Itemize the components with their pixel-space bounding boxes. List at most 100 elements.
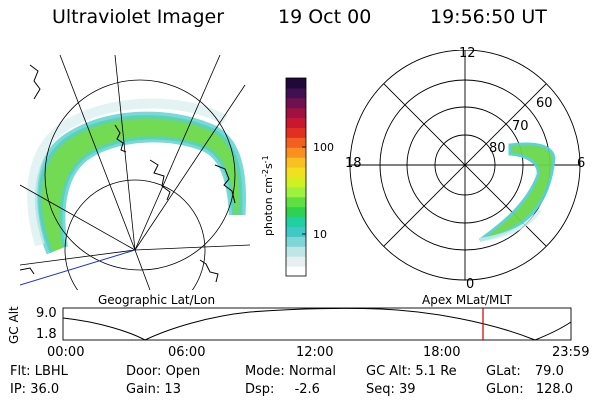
status-key: Seq: [366,382,395,397]
meridian-line [134,55,221,251]
polar-lat-80: 80 [489,141,506,156]
status-gain: Gain: 13 [126,383,181,397]
polar-auroral-oval [479,142,556,242]
colorbar-label: photon cm-2s-1 [262,155,275,236]
status-value: Open [165,364,201,379]
terminator-line [20,249,136,286]
meridian-line [20,184,136,251]
time-label: 19:56:50 UT [430,6,547,28]
status-mode: Mode: Normal [245,365,336,379]
coastline [29,64,41,100]
coastline [199,259,219,283]
polar-label-12: 12 [459,46,476,61]
auroral-oval-band [38,115,243,253]
coastline [114,124,127,153]
status-dsp: Dsp: -2.6 [245,383,320,397]
status-flt: Flt: LBHL [10,365,68,379]
polar-lat-60: 60 [536,96,553,111]
status-key: GLat: [486,364,521,379]
colorbar-swatch [286,186,306,198]
status-key: Gain: [126,382,161,397]
geographic-map [20,55,250,290]
colorbar-swatch [286,78,306,89]
orbit-xtick: 06:00 [168,345,206,360]
status-key: Flt: [10,364,31,379]
colorbar-swatch [286,97,306,109]
status-value: 13 [164,382,181,397]
status-door: Door: Open [126,365,200,379]
colorbar-swatch [286,137,306,148]
orbit-ytick-max: 9.0 [36,306,57,321]
colorbar-swatch [286,256,306,267]
status-key: IP: [10,382,27,397]
coastline [149,159,171,201]
date-label: 19 Oct 00 [278,6,372,28]
geo-panel-caption: Geographic Lat/Lon [98,293,216,307]
colorbar-swatch [286,157,306,168]
coastline [214,164,236,204]
status-value: 39 [399,382,416,397]
colorbar-swatch [286,266,306,277]
title-bar: Ultraviolet Imager 19 Oct 00 19:56:50 UT [0,6,600,30]
status-value: -2.6 [294,382,320,397]
status-key: Mode: [245,364,285,379]
polar-label-18: 18 [345,156,362,171]
colorbar-swatch [286,246,306,257]
polar-lat-70: 70 [512,119,529,134]
status-key: Dsp: [245,382,275,397]
colorbar-ticks [302,146,306,235]
colorbar-tick-10: 10 [313,228,327,241]
meridian-line [134,249,151,290]
status-glon: GLon: 128.0 [486,383,573,397]
coastline [20,267,35,275]
colorbar-swatch [286,87,306,99]
meridian-line [134,84,246,251]
colorbar: photon cm-2s-1 [262,77,307,277]
colorbar-swatch [286,167,306,178]
meridian-line [20,249,136,266]
polar-mlt-plot [349,50,581,281]
meridian-line [59,55,136,251]
colorbar-swatch [286,226,306,237]
orbit-plot-frame [62,307,572,341]
orbit-altitude-plot: GC Alt [7,306,572,344]
meridian-line [134,244,250,251]
colorbar-swatch [286,196,306,208]
status-value: 128.0 [535,382,574,397]
polar-label-6: 6 [577,156,586,171]
colorbar-tick-100: 100 [313,141,334,154]
status-key: GLon: [486,382,524,397]
orbit-ylabel: GC Alt [7,306,21,344]
colorbar-swatch [286,206,306,218]
polar-panel-caption: Apex MLat/MLT [422,293,512,307]
meridian-line [114,55,136,251]
colorbar-swatch [286,107,306,119]
status-key: GC Alt: [366,364,412,379]
status-value: 79.0 [534,364,564,379]
colorbar-swatch [286,147,306,158]
polar-label-0: 0 [466,277,475,292]
polar-spoke [383,83,547,247]
status-glat: GLat: 79.0 [486,365,564,379]
status-value: 5.1 Re [415,364,457,379]
status-ip: IP: 36.0 [10,383,59,397]
latitude-circle-outer [44,79,236,271]
status-value: Normal [288,364,336,379]
colorbar-swatch [286,117,306,128]
colorbar-swatch [286,127,306,138]
orbit-xtick: 12:00 [296,345,334,360]
colorbar-swatch [286,216,306,227]
colorbar-swatch [286,177,306,188]
status-value: LBHL [34,364,68,379]
orbit-xtick: 00:00 [47,345,85,360]
orbit-xtick: 23:59 [552,345,590,360]
orbit-altitude-curve [62,307,572,341]
orbit-xtick: 18:00 [423,345,461,360]
status-value: 36.0 [30,382,60,397]
instrument-title: Ultraviolet Imager [52,6,225,28]
orbit-ytick-min: 1.8 [36,327,57,342]
latitude-circle-inner [64,179,206,290]
status-gc-alt: GC Alt: 5.1 Re [366,365,457,379]
colorbar-swatch [286,236,306,247]
status-key: Door: [126,364,162,379]
